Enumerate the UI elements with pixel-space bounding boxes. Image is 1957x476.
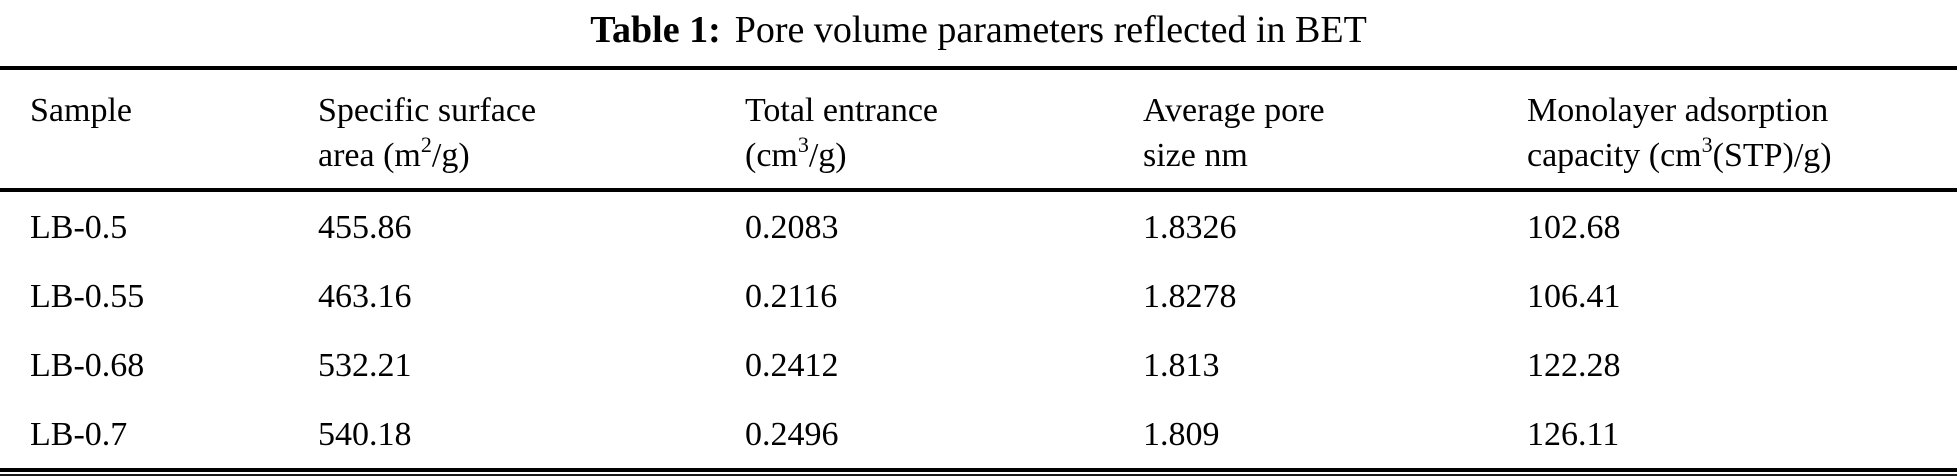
cell-monolayer-adsorption-capacity: 102.68 bbox=[1527, 209, 1621, 246]
table-row: LB-0.7 540.18 0.2496 1.809 126.11 bbox=[0, 399, 1957, 470]
header-row: Sample Specific surface area (m2/g) Tota… bbox=[0, 68, 1957, 192]
header-line2: size nm bbox=[1143, 137, 1248, 174]
cell-average-pore-size: 1.8326 bbox=[1143, 209, 1237, 246]
cell-sample: LB-0.68 bbox=[30, 347, 145, 384]
table-row: LB-0.55 463.16 0.2116 1.8278 106.41 bbox=[0, 261, 1957, 330]
cell-specific-surface-area: 455.86 bbox=[318, 209, 412, 246]
header-line1: Monolayer adsorption bbox=[1527, 92, 1829, 129]
cell-specific-surface-area: 540.18 bbox=[318, 416, 412, 453]
header-line1: Total entrance bbox=[745, 92, 939, 129]
cell-monolayer-adsorption-capacity: 122.28 bbox=[1527, 347, 1621, 384]
col-header-monolayer-adsorption-capacity: Monolayer adsorption capacity (cm3(STP)/… bbox=[1527, 68, 1957, 192]
cell-average-pore-size: 1.8278 bbox=[1143, 278, 1237, 315]
col-header-average-pore-size: Average pore size nm bbox=[1143, 68, 1527, 192]
superscript: 2 bbox=[420, 131, 432, 157]
col-header-sample: Sample bbox=[0, 68, 318, 192]
header-line2: capacity (cm bbox=[1527, 137, 1702, 174]
cell-sample: LB-0.55 bbox=[30, 278, 145, 315]
header-line2-unit: (STP)/g) bbox=[1712, 137, 1832, 174]
table-caption-text: Pore volume parameters reflected in BET bbox=[734, 9, 1367, 51]
cell-monolayer-adsorption-capacity: 106.41 bbox=[1527, 278, 1621, 315]
cell-total-entrance: 0.2116 bbox=[745, 278, 838, 315]
col-header-specific-surface-area: Specific surface area (m2/g) bbox=[318, 68, 745, 192]
cell-sample: LB-0.5 bbox=[30, 209, 128, 246]
header-line2-unit: /g) bbox=[431, 137, 470, 174]
header-line1: Sample bbox=[30, 92, 132, 129]
cell-total-entrance: 0.2412 bbox=[745, 347, 839, 384]
header-line2-unit: /g) bbox=[808, 137, 847, 174]
cell-sample: LB-0.7 bbox=[30, 416, 128, 453]
bet-parameters-table: Sample Specific surface area (m2/g) Tota… bbox=[0, 66, 1957, 472]
superscript: 3 bbox=[1701, 131, 1713, 157]
cell-specific-surface-area: 532.21 bbox=[318, 347, 412, 384]
table-row: LB-0.68 532.21 0.2412 1.813 122.28 bbox=[0, 330, 1957, 399]
cell-total-entrance: 0.2496 bbox=[745, 416, 839, 453]
header-line1: Specific surface bbox=[318, 92, 537, 129]
header-line1: Average pore bbox=[1143, 92, 1325, 129]
header-line2: (cm bbox=[745, 137, 798, 174]
table-caption: Table 1: Pore volume parameters reflected… bbox=[0, 0, 1957, 66]
col-header-total-entrance: Total entrance (cm3/g) bbox=[745, 68, 1143, 192]
cell-monolayer-adsorption-capacity: 126.11 bbox=[1527, 416, 1620, 453]
superscript: 3 bbox=[797, 131, 809, 157]
table-caption-label: Table 1: bbox=[590, 9, 721, 51]
cell-specific-surface-area: 463.16 bbox=[318, 278, 412, 315]
table-row: LB-0.5 455.86 0.2083 1.8326 102.68 bbox=[0, 190, 1957, 261]
cell-average-pore-size: 1.813 bbox=[1143, 347, 1220, 384]
header-line2: area (m bbox=[318, 137, 421, 174]
cell-average-pore-size: 1.809 bbox=[1143, 416, 1220, 453]
cell-total-entrance: 0.2083 bbox=[745, 209, 839, 246]
